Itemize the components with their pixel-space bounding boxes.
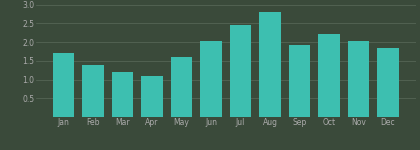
Bar	[200, 41, 222, 117]
Bar	[82, 64, 104, 117]
Bar	[318, 34, 339, 117]
Bar	[230, 25, 251, 117]
Bar	[112, 72, 133, 117]
Bar	[260, 12, 281, 117]
Bar	[171, 57, 192, 117]
Bar	[142, 76, 163, 117]
Bar	[377, 48, 399, 117]
Bar	[289, 45, 310, 117]
Bar	[53, 53, 74, 117]
Bar	[348, 41, 369, 117]
